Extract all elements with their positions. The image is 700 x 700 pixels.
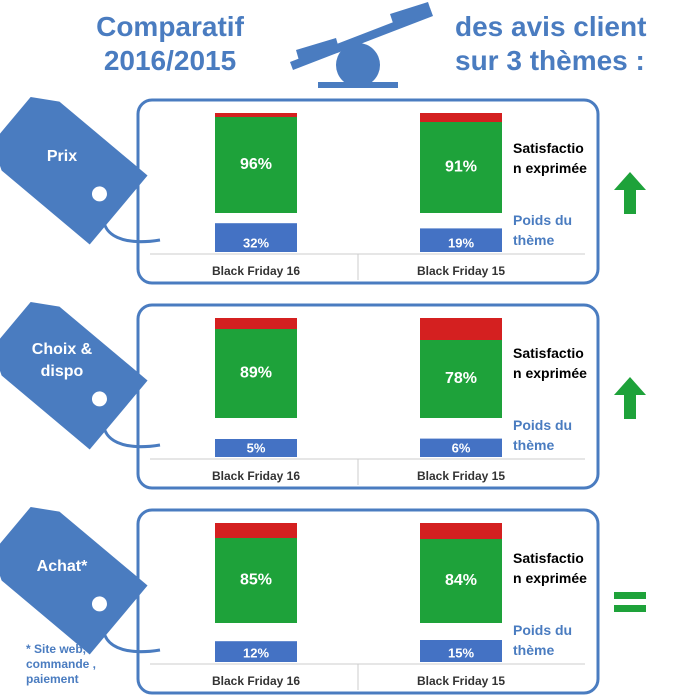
category-label: Black Friday 16 [212, 674, 300, 688]
satisfaction-bar [420, 122, 502, 213]
weight-label: 5% [247, 440, 266, 455]
left-title: Comparatif 2016/2015 [96, 11, 244, 76]
tag-label: Achat* [36, 558, 88, 575]
tag-label: Prix [46, 148, 78, 165]
weight-label: 6% [452, 440, 471, 455]
category-label: Black Friday 15 [417, 674, 505, 688]
category-label: Black Friday 16 [212, 264, 300, 278]
legend-satisfaction: Satisfaction exprimée [513, 550, 587, 586]
satisfaction-label: 96% [240, 156, 272, 173]
tag-label: Choix & dispo [31, 341, 93, 380]
weight-bar [420, 438, 502, 457]
legend-satisfaction: Satisfaction exprimée [513, 140, 587, 176]
satisfaction-bar [215, 329, 297, 418]
satisfaction-bar [215, 538, 297, 623]
weight-bar [215, 223, 297, 252]
weight-bar [215, 641, 297, 662]
weight-bar [215, 439, 297, 457]
panels [136, 98, 600, 695]
legend-weight: Poids du thème [513, 212, 573, 248]
satisfaction-label: 89% [240, 365, 272, 382]
category-label: Black Friday 16 [212, 469, 300, 483]
weight-label: 32% [243, 235, 269, 250]
satisfaction-label: 91% [445, 159, 477, 176]
category-label: Black Friday 15 [417, 469, 505, 483]
footnote: * Site web, commande , paiement [26, 642, 97, 686]
legend-weight: Poids du thème [513, 622, 573, 658]
satisfaction-bar [420, 539, 502, 623]
satisfaction-label: 85% [240, 572, 272, 589]
satisfaction-bar [420, 340, 502, 418]
category-label: Black Friday 15 [417, 264, 505, 278]
tags [0, 97, 161, 655]
seesaw-icon [290, 2, 433, 88]
trend-icons [614, 172, 646, 612]
weight-bar [420, 228, 502, 252]
legend-weight: Poids du thème [513, 417, 573, 453]
satisfaction-bar [215, 117, 297, 213]
weight-label: 12% [243, 645, 269, 660]
weight-label: 19% [448, 235, 474, 250]
weight-label: 15% [448, 645, 474, 660]
weight-bar [420, 640, 502, 662]
right-title: des avis client sur 3 thèmes : [455, 11, 647, 76]
satisfaction-label: 84% [445, 572, 477, 589]
legend-satisfaction: Satisfaction exprimée [513, 345, 587, 381]
satisfaction-label: 78% [445, 370, 477, 387]
